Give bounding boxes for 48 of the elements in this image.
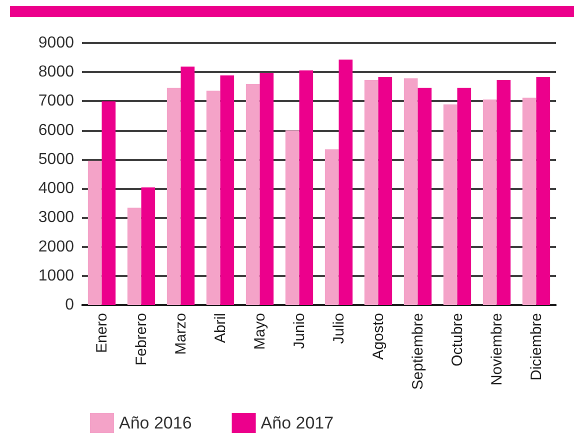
x-tick-label: Enero [93,313,110,354]
y-tick-label: 6000 [38,122,74,139]
x-tick-label: Junio [290,313,308,349]
y-tick-label: 1000 [38,267,74,284]
bar [127,208,142,305]
legend-label: Año 2017 [260,414,334,432]
y-tick-label: 9000 [38,34,74,52]
bar [364,80,378,305]
x-tick-label: Agosto [370,313,387,360]
y-tick-label: 5000 [38,150,74,168]
bar [522,98,536,305]
bar [285,130,300,305]
bar [418,88,432,305]
x-tick-label: Febrero [132,313,150,366]
x-tick-label: Octubre [448,313,466,366]
bar [246,84,260,305]
x-tick-label: Noviembre [488,313,506,386]
bar [88,160,102,305]
y-tick-label: 8000 [38,64,74,81]
x-tick-label: Septiembre [409,313,426,390]
bar [324,149,339,305]
bar [220,75,234,305]
bar [482,99,497,305]
legend-label: Año 2016 [119,414,192,432]
y-tick-label: 7000 [38,92,74,110]
y-tick-label: 4000 [38,180,74,198]
x-tick-label: Julio [330,313,348,344]
bar [404,78,418,305]
bar [378,77,392,305]
bar [299,70,314,305]
bar [180,66,195,305]
bar [457,88,472,305]
bar [166,88,181,305]
bar [206,90,220,305]
bar [496,80,511,305]
x-tick-label: Mayo [251,313,268,350]
bar [102,101,116,305]
x-tick-label: Abril [212,313,229,344]
y-tick-label: 0 [65,296,74,314]
bar [141,187,156,305]
bar [536,77,550,305]
bar [338,60,353,305]
bar [443,104,458,305]
x-tick-label: Marzo [172,313,190,355]
y-tick-label: 3000 [38,209,74,226]
bar [260,72,274,305]
x-tick-label: Diciembre [528,313,545,381]
y-tick-label: 2000 [38,238,74,256]
